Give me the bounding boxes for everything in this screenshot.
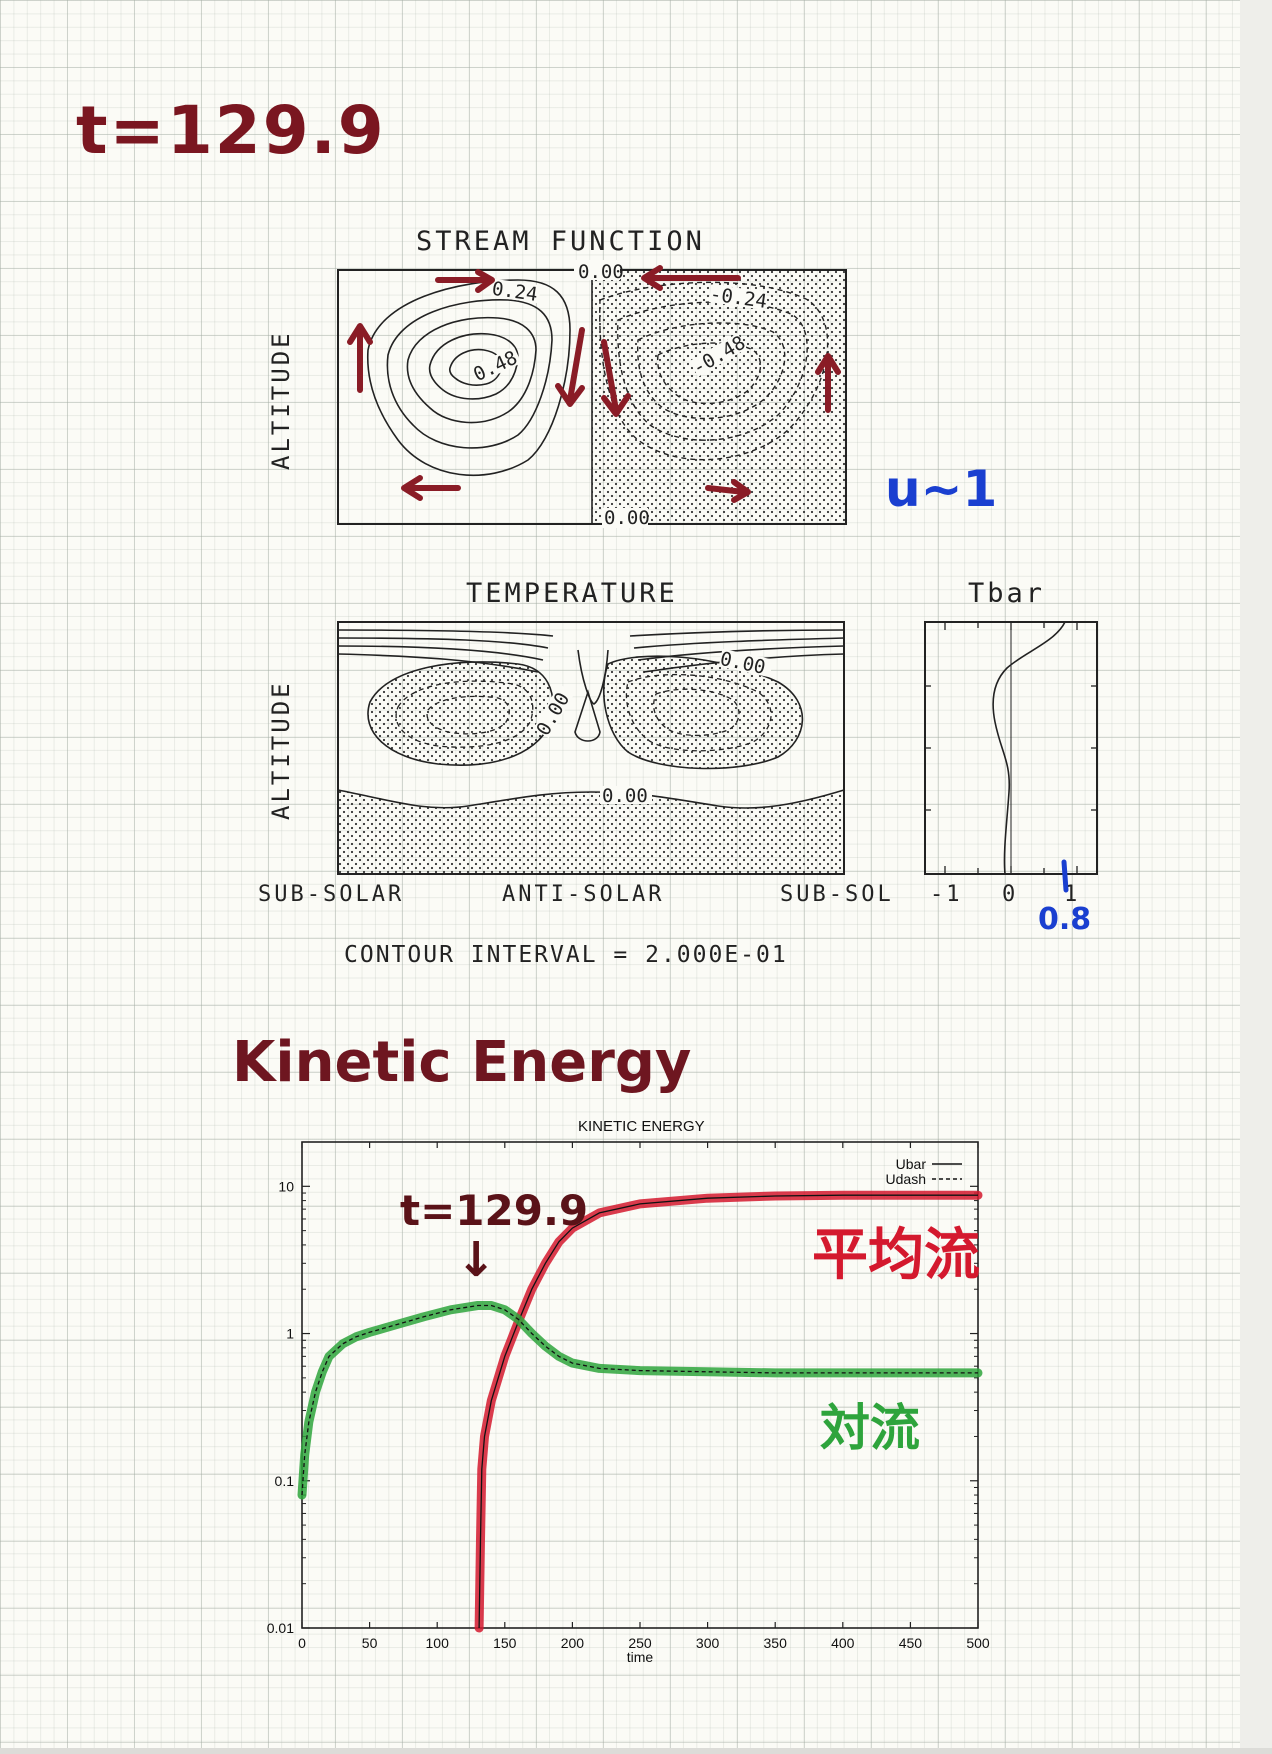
ke-xtick-label: 250 <box>628 1635 652 1651</box>
ke-xtick-label: 450 <box>899 1635 923 1651</box>
ke-chart-title: KINETIC ENERGY <box>578 1118 705 1135</box>
temp-xlabel-anti-solar: ANTI-SOLAR <box>502 882 665 907</box>
handwritten-mean-flow-label: 平均流 <box>812 1223 980 1288</box>
arrow-up-icon <box>815 353 841 413</box>
handwritten-time-label: t=129.9 <box>76 92 386 169</box>
ke-xtick-label: 100 <box>426 1635 450 1651</box>
temp-xlabel-sub-sol: SUB-SOL <box>780 882 894 907</box>
ke-legend: Ubar Udash <box>886 1156 962 1187</box>
negative-region-stipple <box>592 270 846 524</box>
ke-ytick-label: 0.01 <box>267 1620 294 1636</box>
arrow-left-icon <box>641 265 741 291</box>
handwritten-section-title: Kinetic Energy <box>232 1030 692 1095</box>
ke-legend-udash: Udash <box>886 1171 926 1187</box>
arrow-down-icon: ↓ <box>456 1232 497 1288</box>
positive-cell-contours <box>366 279 571 477</box>
sf-contour-label-024: 0.24 <box>491 278 539 306</box>
handwritten-tbar-note: 0.8 <box>1038 902 1092 937</box>
tbar-xtick-neg1: -1 <box>930 882 963 907</box>
tbar-profile-line <box>992 621 1066 875</box>
ke-xlabel: time <box>627 1649 654 1665</box>
stream-function-plot: 0.00 0.24 0.48 -0.24 -0.48 0.00 <box>337 260 847 529</box>
sf-contour-label-top: 0.00 <box>578 261 624 283</box>
temp-xlabel-sub-solar: SUB-SOLAR <box>258 882 405 907</box>
temperature-ylabel: ALTITUDE <box>267 680 295 820</box>
circulation-arrows <box>347 265 841 503</box>
ke-series-line-udash <box>301 1304 978 1496</box>
arrow-up-icon <box>347 323 373 393</box>
handwritten-plot-time-label: t=129.9 <box>400 1186 589 1235</box>
arrow-down-icon <box>601 339 631 417</box>
ke-series-line-ubar <box>478 1194 978 1629</box>
arrow-right-icon <box>705 479 751 503</box>
ke-xtick-label: 400 <box>831 1635 855 1651</box>
ke-ytick-label: 1 <box>286 1326 294 1342</box>
arrow-left-icon <box>401 475 461 501</box>
ke-ytick-label: 10 <box>278 1178 294 1194</box>
tbar-xtick-0: 0 <box>1002 882 1019 907</box>
tbar-plot <box>924 621 1098 875</box>
tbar-title: Tbar <box>968 578 1046 609</box>
handwritten-convection-label: 対流 <box>820 1399 920 1457</box>
ke-xtick-label: 150 <box>493 1635 517 1651</box>
ke-xtick-label: 50 <box>362 1635 378 1651</box>
ke-xtick-label: 500 <box>966 1635 990 1651</box>
stream-function-ylabel: ALTITUDE <box>267 330 295 470</box>
contour-interval-text: CONTOUR INTERVAL = 2.000E-01 <box>344 942 788 968</box>
temp-contour-label-bottom: 0.00 <box>602 785 648 807</box>
blue-tick-mark <box>1061 859 1069 893</box>
arrow-down-icon <box>555 327 585 407</box>
sf-contour-label-bottom: 0.00 <box>604 507 650 529</box>
ke-xtick-label: 350 <box>764 1635 788 1651</box>
temperature-title: TEMPERATURE <box>466 578 678 609</box>
temperature-plot: 0.00 0.00 0.00 <box>337 621 845 875</box>
scanner-edge <box>1240 0 1272 1754</box>
ke-xtick-label: 200 <box>561 1635 585 1651</box>
stream-function-title: STREAM FUNCTION <box>416 226 705 257</box>
ke-legend-ubar: Ubar <box>896 1156 927 1172</box>
scanner-bottom-edge <box>0 1748 1272 1754</box>
arrow-right-icon <box>435 269 495 293</box>
ke-xtick-label: 0 <box>298 1635 306 1651</box>
ke-ytick-label: 0.1 <box>275 1473 295 1489</box>
ke-xtick-label: 300 <box>696 1635 720 1651</box>
kinetic-energy-chart: 0 50 100 150 200 250 300 350 400 450 500 0.01 0.1 1 10… <box>267 1141 990 1665</box>
handwritten-velocity-note: u~1 <box>885 460 998 518</box>
sf-contour-label-048: 0.48 <box>470 347 521 386</box>
